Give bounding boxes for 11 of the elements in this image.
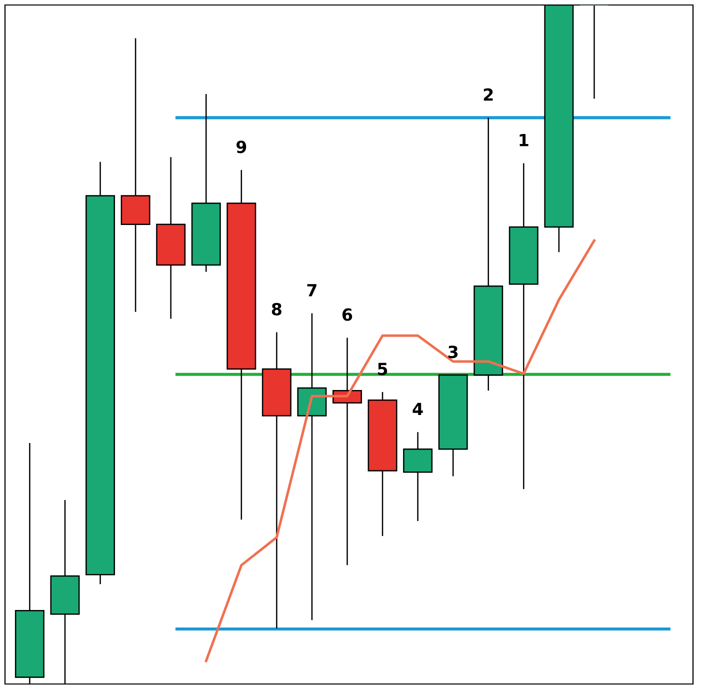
text: 5	[378, 362, 388, 376]
candlestick	[297, 312, 327, 621]
text: 7	[307, 284, 316, 296]
candlestick	[120, 38, 150, 313]
text: 3	[448, 346, 458, 358]
text: 4	[412, 402, 423, 416]
text: 2	[484, 88, 493, 101]
text: 8	[272, 302, 282, 316]
text: 9	[236, 140, 246, 154]
text: 6	[342, 308, 352, 321]
text: 1	[520, 134, 528, 146]
